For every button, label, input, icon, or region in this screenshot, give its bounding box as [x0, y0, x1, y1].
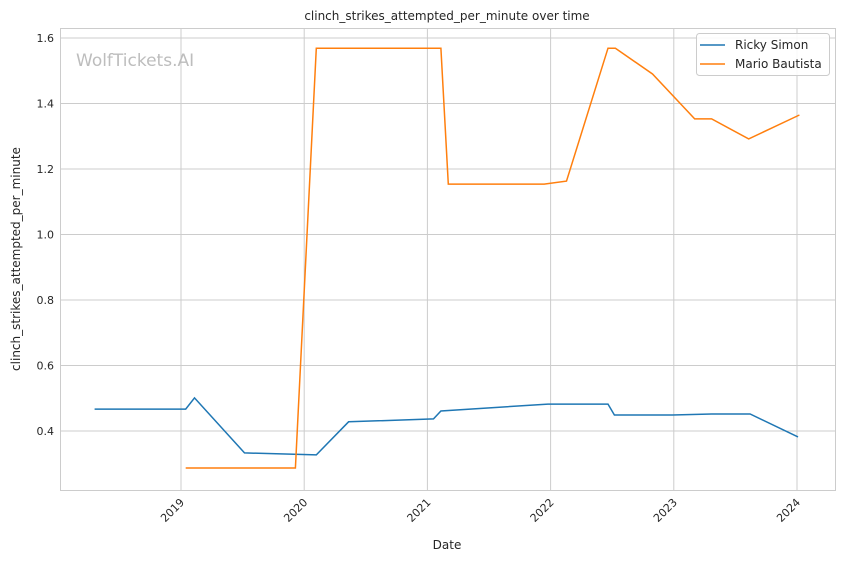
series-line-ricky-simon: [95, 398, 798, 455]
plot-frame: [61, 29, 836, 491]
y-tick-label: 1.4: [37, 98, 55, 111]
y-tick-label: 0.8: [37, 294, 55, 307]
legend-label-ricky-simon: Ricky Simon: [735, 38, 808, 52]
x-tick-label: 2023: [651, 496, 680, 525]
x-tick-label: 2020: [281, 496, 310, 525]
y-tick-label: 1.2: [37, 163, 55, 176]
y-tick-label: 1.6: [37, 32, 55, 45]
series-line-mario-bautista: [186, 48, 800, 468]
watermark: WolfTickets.AI: [76, 51, 194, 71]
legend: Ricky Simon Mario Bautista: [697, 34, 830, 76]
x-tick-label: 2019: [158, 496, 187, 525]
x-axis-label: Date: [433, 538, 462, 552]
x-tick-label: 2022: [528, 496, 557, 525]
chart-title: clinch_strikes_attempted_per_minute over…: [304, 9, 589, 23]
y-axis-label: clinch_strikes_attempted_per_minute: [9, 147, 23, 371]
y-tick-label: 0.6: [37, 360, 55, 373]
legend-label-mario-bautista: Mario Bautista: [735, 57, 822, 71]
x-tick-label: 2021: [405, 496, 434, 525]
y-tick-label: 0.4: [37, 425, 55, 438]
x-tick-label: 2024: [774, 496, 803, 525]
y-tick-label: 1.0: [37, 229, 55, 242]
